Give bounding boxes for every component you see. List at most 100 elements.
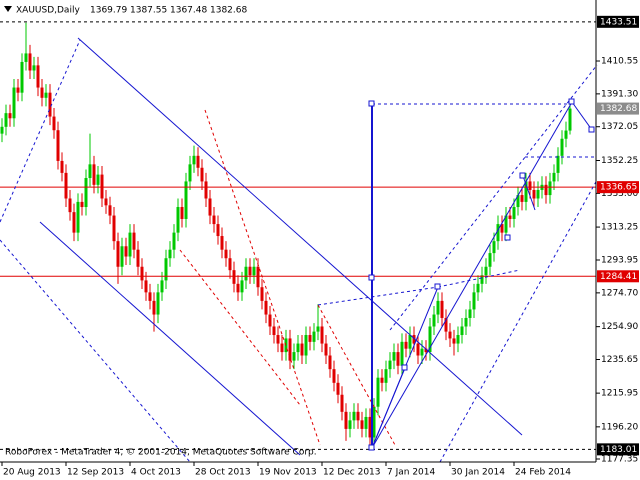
candle-body: [320, 326, 324, 344]
candle-body: [36, 65, 40, 88]
candle-body: [248, 266, 252, 276]
candle-body: [336, 382, 340, 395]
candle-body: [396, 352, 400, 366]
candle-body: [104, 198, 108, 206]
candle-body: [200, 167, 204, 182]
ohlc-low: 1367.48: [170, 6, 207, 16]
candle-body: [156, 292, 160, 315]
candle-body: [152, 300, 156, 315]
y-tick-label: 1177.35: [601, 455, 638, 465]
candle-body: [412, 335, 416, 344]
plot-area: [0, 21, 596, 450]
candle-body: [388, 360, 392, 370]
candle-body: [468, 309, 472, 318]
candle-body: [504, 215, 508, 233]
y-tick-label: 1372.05: [601, 122, 638, 132]
level-box: [597, 15, 639, 28]
candle-body: [496, 224, 500, 242]
candle-body: [536, 189, 540, 199]
footer: RoboForex - MetaTrader 4, © 2001-2014, M…: [5, 448, 317, 458]
candle-body: [532, 189, 536, 199]
candle-body: [408, 335, 412, 349]
candle-body: [52, 116, 56, 131]
candle-body: [476, 283, 480, 293]
candle-body: [484, 266, 488, 276]
candle-body: [40, 87, 44, 98]
candle-body: [96, 174, 100, 185]
candle-body: [168, 249, 172, 259]
candle-body: [268, 314, 272, 327]
candle-body: [472, 292, 476, 310]
candle-body: [556, 155, 560, 173]
candle-body: [372, 406, 376, 438]
candle-body: [428, 326, 432, 353]
candle-body: [316, 326, 320, 332]
level-label: 1183.01: [600, 445, 637, 455]
candle-body: [368, 416, 372, 438]
candle-body: [564, 130, 568, 139]
candle-body: [0, 126, 4, 134]
candle-body: [492, 241, 496, 254]
candle-body: [44, 92, 48, 98]
candle-body: [452, 338, 456, 344]
candle-body: [500, 224, 504, 233]
x-tick-label: 30 Jan 2014: [451, 468, 505, 478]
candle-body: [296, 343, 300, 353]
candle-body: [380, 377, 384, 383]
candle-body: [212, 215, 216, 225]
x-tick-label: 20 Aug 2013: [3, 468, 61, 478]
candle-body: [376, 377, 380, 407]
candle-body: [432, 314, 436, 327]
candle-body: [12, 87, 16, 119]
candle-body: [60, 160, 64, 173]
candle-body: [528, 181, 532, 190]
candle-body: [344, 411, 348, 429]
candle-body: [48, 92, 52, 117]
candle-body: [448, 331, 452, 339]
candle-body: [400, 341, 404, 366]
candle-body: [348, 420, 352, 429]
candle-body: [456, 335, 460, 344]
candle-body: [260, 287, 264, 301]
candle-body: [360, 420, 364, 429]
candle-body: [8, 113, 12, 119]
candle-body: [236, 283, 240, 293]
candle-body: [80, 201, 84, 208]
candle-body: [56, 130, 60, 161]
candle-body: [548, 181, 552, 196]
level-box: [597, 270, 639, 283]
menu-arrow[interactable]: [4, 6, 12, 12]
candle-body: [4, 113, 8, 127]
candle-body: [256, 266, 260, 288]
candle-body: [280, 343, 284, 353]
candle-body: [24, 53, 28, 62]
level-label: 1284.41: [600, 272, 637, 282]
candle-body: [220, 236, 224, 250]
candle-body: [132, 232, 136, 250]
candle-body: [424, 348, 428, 353]
candle-body: [544, 184, 548, 196]
candle-body: [176, 207, 180, 233]
candle-body: [440, 300, 444, 318]
candle-body: [508, 215, 512, 219]
y-tick-label: 1235.65: [601, 355, 638, 365]
candle-body: [312, 331, 316, 342]
candle-body: [488, 253, 492, 267]
candle-body: [16, 87, 20, 93]
x-tick-label: 12 Sep 2013: [67, 468, 124, 478]
candle-body: [416, 343, 420, 356]
symbol-label: XAUUSD,Daily: [16, 6, 80, 16]
candle-body: [112, 215, 116, 242]
y-tick-label: 1313.25: [601, 223, 638, 233]
candle-body: [140, 266, 144, 281]
y-tick-label: 1333.00: [601, 189, 638, 199]
candle-body: [136, 249, 140, 267]
candle-body: [384, 369, 388, 383]
candle-body: [84, 178, 88, 208]
candle-body: [328, 355, 332, 370]
candle-body: [356, 411, 360, 421]
candle-body: [28, 53, 32, 71]
candle-body: [164, 258, 168, 281]
candle-body: [120, 246, 124, 267]
candle-body: [72, 212, 76, 233]
